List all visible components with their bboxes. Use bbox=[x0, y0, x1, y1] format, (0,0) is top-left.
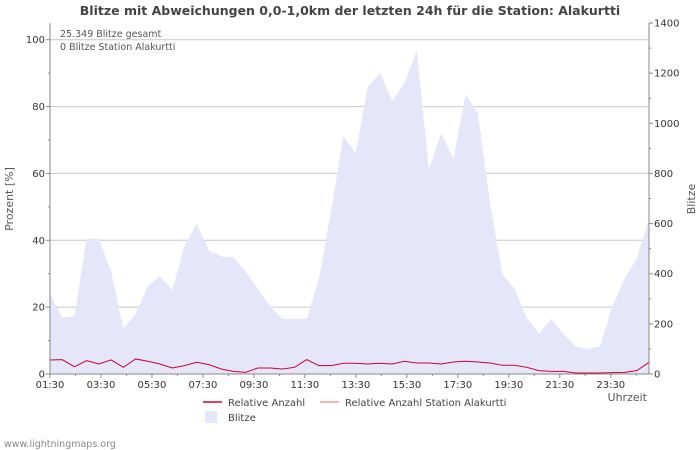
legend-item-blitze: Blitze bbox=[205, 411, 256, 424]
legend-label-relative-anzahl: Relative Anzahl bbox=[228, 398, 305, 409]
info-total: 25.349 Blitze gesamt bbox=[60, 29, 162, 40]
left-axis-ticks: 0 20 40 60 80 100 bbox=[26, 35, 50, 381]
x-tick-label: 23:30 bbox=[596, 380, 625, 391]
left-tick-label: 20 bbox=[32, 303, 45, 314]
right-tick-label: 800 bbox=[654, 169, 673, 180]
blitze-area-group bbox=[50, 50, 649, 374]
right-tick-label: 200 bbox=[654, 319, 673, 330]
legend-item-relative-anzahl: Relative Anzahl bbox=[203, 398, 305, 409]
legend-label-blitze: Blitze bbox=[228, 413, 256, 424]
right-axis-label: Blitze bbox=[685, 184, 698, 215]
info-station: 0 Blitze Station Alakurtti bbox=[60, 42, 175, 53]
x-tick-label: 17:30 bbox=[443, 380, 472, 391]
x-tick-label: 13:30 bbox=[341, 380, 370, 391]
left-tick-label: 0 bbox=[39, 370, 45, 381]
x-tick-label: 11:30 bbox=[290, 380, 319, 391]
x-tick-label: 19:30 bbox=[494, 380, 523, 391]
right-axis-ticks: 0 200 400 600 800 1000 1200 1400 bbox=[649, 19, 679, 381]
x-axis-ticks: 01:30 03:30 05:30 07:30 09:30 11:30 13:30 15:30… bbox=[36, 374, 637, 391]
legend: Relative Anzahl Relative Anzahl Station … bbox=[203, 398, 506, 424]
right-tick-label: 1200 bbox=[654, 69, 679, 80]
x-tick-label: 21:30 bbox=[545, 380, 574, 391]
legend-swatch-blitze bbox=[205, 411, 217, 423]
blitze-area bbox=[50, 50, 649, 374]
x-axis-label: Uhrzeit bbox=[608, 391, 648, 404]
legend-item-relative-anzahl-station: Relative Anzahl Station Alakurtti bbox=[320, 398, 506, 409]
left-tick-label: 100 bbox=[26, 35, 45, 46]
x-tick-label: 07:30 bbox=[189, 380, 218, 391]
right-tick-label: 600 bbox=[654, 219, 673, 230]
left-tick-label: 40 bbox=[32, 236, 45, 247]
left-tick-label: 80 bbox=[32, 102, 45, 113]
x-tick-label: 05:30 bbox=[138, 380, 167, 391]
chart-title: Blitze mit Abweichungen 0,0-1,0km der le… bbox=[80, 3, 620, 18]
x-tick-label: 09:30 bbox=[240, 380, 269, 391]
relative-anzahl-line bbox=[49, 358, 650, 374]
right-tick-label: 400 bbox=[654, 269, 673, 280]
right-tick-label: 0 bbox=[654, 370, 660, 381]
x-tick-label: 01:30 bbox=[36, 380, 65, 391]
footer-credit: www.lightningmaps.org bbox=[4, 439, 116, 450]
right-tick-label: 1400 bbox=[654, 19, 679, 30]
x-tick-label: 15:30 bbox=[392, 380, 421, 391]
legend-label-relative-anzahl-station: Relative Anzahl Station Alakurtti bbox=[345, 398, 506, 409]
x-tick-label: 03:30 bbox=[87, 380, 116, 391]
left-tick-label: 60 bbox=[32, 169, 45, 180]
right-tick-label: 1000 bbox=[654, 119, 679, 130]
left-axis-label: Prozent [%] bbox=[3, 167, 16, 231]
